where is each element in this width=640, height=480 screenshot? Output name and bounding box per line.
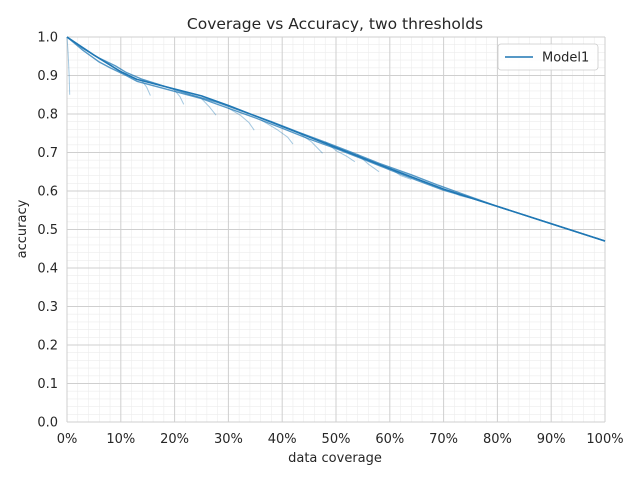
x-tick-label: 40%: [268, 432, 297, 447]
x-tick-label: 80%: [483, 432, 512, 447]
y-tick-label: 0.3: [37, 300, 58, 315]
x-tick-label: 50%: [322, 432, 351, 447]
y-axis-title: accuracy: [15, 199, 30, 258]
y-tick-label: 0.7: [37, 146, 58, 161]
legend: Model1: [498, 44, 598, 70]
y-tick-label: 0.8: [37, 108, 58, 123]
y-tick-label: 0.1: [37, 377, 58, 392]
y-tick-label: 0.0: [37, 416, 58, 431]
y-tick-label: 0.2: [37, 339, 58, 354]
x-tick-label: 10%: [106, 432, 135, 447]
x-tick-label: 30%: [214, 432, 243, 447]
x-tick-label: 20%: [160, 432, 189, 447]
x-axis-title: data coverage: [288, 451, 382, 466]
x-tick-label: 60%: [375, 432, 404, 447]
y-tick-label: 0.6: [37, 185, 58, 200]
y-tick-label: 0.5: [37, 223, 58, 238]
y-tick-label: 0.4: [37, 262, 58, 277]
y-tick-label: 1.0: [37, 31, 58, 46]
x-tick-label: 0%: [57, 432, 78, 447]
legend-label-model1: Model1: [542, 51, 589, 66]
x-tick-label: 100%: [586, 432, 623, 447]
x-tick-label: 90%: [537, 432, 566, 447]
chart-title: Coverage vs Accuracy, two thresholds: [187, 15, 483, 33]
x-tick-label: 70%: [429, 432, 458, 447]
y-tick-label: 0.9: [37, 69, 58, 84]
